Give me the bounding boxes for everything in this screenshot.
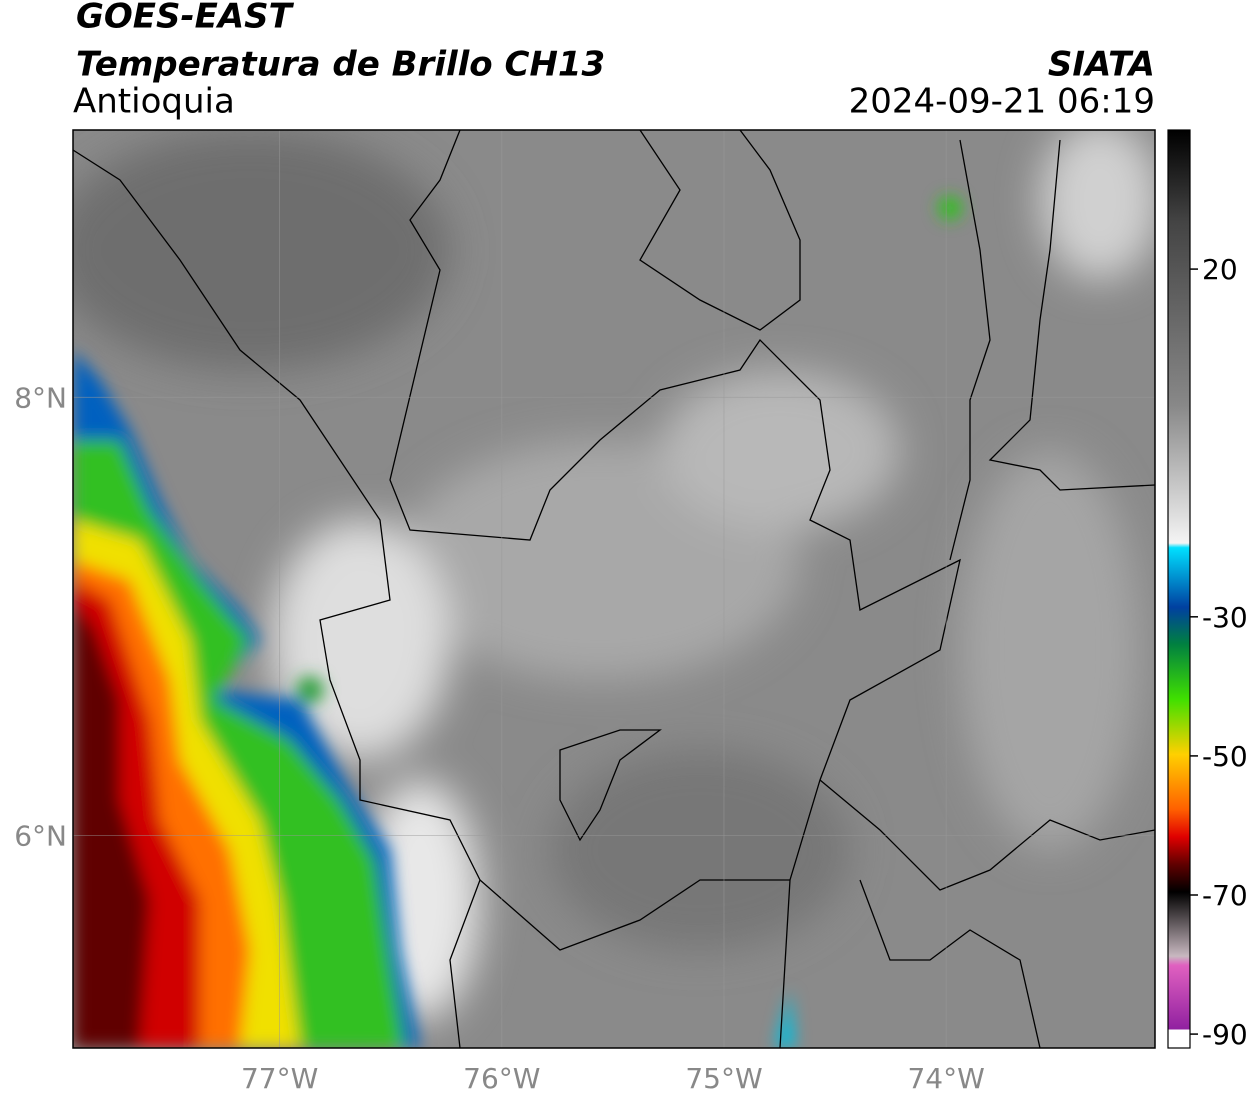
colorbar-tick-label: -30 xyxy=(1202,601,1248,634)
lon-tick-label: 77°W xyxy=(241,1062,318,1095)
lon-tick-label: 75°W xyxy=(685,1062,762,1095)
agency-label: SIATA xyxy=(1048,45,1155,85)
datetime-label: 2024-09-21 06:19 xyxy=(849,82,1155,122)
product-title: Temperatura de Brillo CH13 xyxy=(76,45,605,85)
map-frame xyxy=(72,129,1156,1049)
lat-tick-label: 6°N xyxy=(14,819,67,852)
lat-tick-label: 8°N xyxy=(14,381,67,414)
colorbar-tick-label: -90 xyxy=(1202,1018,1248,1051)
colorbar-tick-label: -70 xyxy=(1202,879,1248,912)
colorbar-tick-label: 20 xyxy=(1202,253,1238,286)
map-image xyxy=(73,130,1155,1048)
lon-tick-label: 76°W xyxy=(463,1062,540,1095)
satellite-title: GOES-EAST xyxy=(76,0,295,37)
lon-tick-label: 74°W xyxy=(907,1062,984,1095)
graticule xyxy=(73,130,1155,1048)
region-label: Antioquia xyxy=(73,82,235,122)
colorbar xyxy=(1167,129,1191,1049)
colorbar-tick-label: -50 xyxy=(1202,740,1248,773)
